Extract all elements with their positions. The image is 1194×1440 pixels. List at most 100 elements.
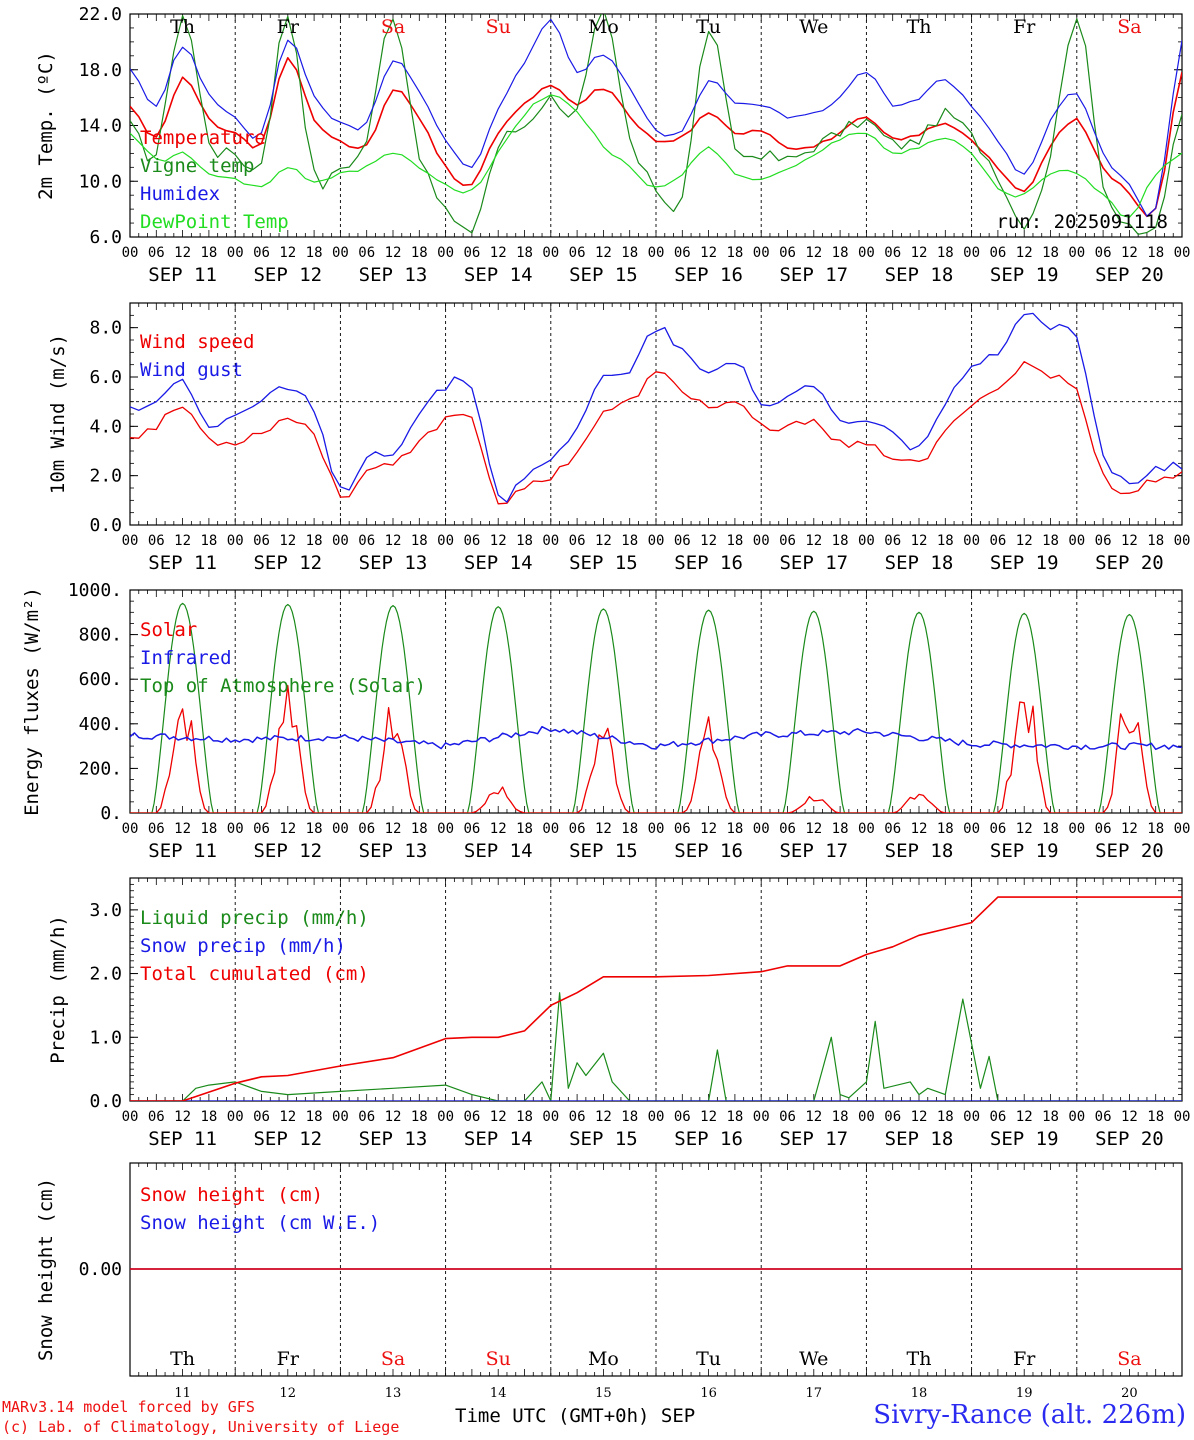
snow-weekday-label: Su xyxy=(486,1348,511,1370)
panel-4-hour-label: 00 xyxy=(753,1109,770,1125)
panel-3-hour-label: 00 xyxy=(858,821,875,837)
panel-1-hour-label: 18 xyxy=(832,245,849,261)
day-number-label: 17 xyxy=(806,1386,823,1401)
panel-3-date-label: SEP 16 xyxy=(674,840,743,862)
panel-4-legend-entry: Total cumulated (cm) xyxy=(140,963,369,985)
panel-3-hour-label: 06 xyxy=(779,821,796,837)
panel-4-date-label: SEP 20 xyxy=(1095,1128,1164,1150)
snow-weekday-label: Sa xyxy=(381,1348,405,1370)
panel-1-legend-entry: DewPoint Temp xyxy=(140,211,289,233)
panel-2-hour-label: 18 xyxy=(832,533,849,549)
panel-3-y-tick-label: 1000. xyxy=(68,580,122,601)
panel-3-hour-label: 18 xyxy=(621,821,638,837)
panel-1-date-label: SEP 19 xyxy=(990,264,1059,286)
panel-1-hour-label: 00 xyxy=(753,245,770,261)
temp-weekday-label: Su xyxy=(486,16,511,38)
panel-4-date-label: SEP 18 xyxy=(885,1128,954,1150)
temp-weekday-label: Sa xyxy=(1117,16,1141,38)
panel-2-hour-label: 12 xyxy=(700,533,717,549)
panel-4-hour-label: 18 xyxy=(1147,1109,1164,1125)
panel-1-hour-label: 00 xyxy=(542,245,559,261)
lab-credit: (c) Lab. of Climatology, University of L… xyxy=(2,1418,400,1436)
panel-4-hour-label: 06 xyxy=(253,1109,270,1125)
panel-5-y-tick-label: 0.00 xyxy=(79,1259,122,1280)
panel-2-y-tick-label: 6.0 xyxy=(89,367,122,388)
panel-2-hour-label: 18 xyxy=(306,533,323,549)
time-axis-label: Time UTC (GMT+0h) SEP xyxy=(455,1405,696,1427)
panel-1-date-label: SEP 18 xyxy=(885,264,954,286)
snow-weekday-label: Th xyxy=(170,1348,195,1370)
panel-4-date-label: SEP 15 xyxy=(569,1128,638,1150)
panel-4-hour-label: 18 xyxy=(832,1109,849,1125)
panel-3-date-label: SEP 19 xyxy=(990,840,1059,862)
panel-4-hour-label: 06 xyxy=(1095,1109,1112,1125)
panel-3-hour-label: 06 xyxy=(358,821,375,837)
panel-2-hour-label: 00 xyxy=(542,533,559,549)
panel-2-hour-label: 18 xyxy=(411,533,428,549)
panel-3-date-label: SEP 15 xyxy=(569,840,638,862)
panel-3-hour-label: 00 xyxy=(542,821,559,837)
temp-weekday-label: We xyxy=(799,16,828,38)
panel-1-date-label: SEP 12 xyxy=(253,264,322,286)
panel-3-hour-label: 12 xyxy=(1121,821,1138,837)
panel-2-hour-label: 18 xyxy=(1147,533,1164,549)
panel-3-hour-label: 06 xyxy=(1095,821,1112,837)
day-number-label: 13 xyxy=(385,1386,402,1401)
panel-3-hour-label: 18 xyxy=(411,821,428,837)
panel-1-hour-label: 12 xyxy=(805,245,822,261)
panel-1-y-tick-label: 10.0 xyxy=(79,171,122,192)
panel-2-y-tick-label: 2.0 xyxy=(89,466,122,487)
panel-4-hour-label: 06 xyxy=(989,1109,1006,1125)
temp-weekday-label: Sa xyxy=(381,16,405,38)
panel-3-hour-label: 12 xyxy=(1016,821,1033,837)
panel-3-hour-label: 06 xyxy=(569,821,586,837)
panel-4-hour-label: 00 xyxy=(963,1109,980,1125)
panel-3-hour-label: 00 xyxy=(753,821,770,837)
panel-4-hour-label: 00 xyxy=(122,1109,139,1125)
panel-4-hour-label: 12 xyxy=(385,1109,402,1125)
snow-weekday-label: Sa xyxy=(1117,1348,1141,1370)
temp-weekday-label: Th xyxy=(907,16,932,38)
panel-4-y-tick-label: 3.0 xyxy=(89,900,122,921)
panel-1-hour-label: 18 xyxy=(200,245,217,261)
panel-1-hour-label: 18 xyxy=(937,245,954,261)
panel-2-hour-label: 00 xyxy=(1068,533,1085,549)
panel-1-hour-label: 06 xyxy=(569,245,586,261)
panel-2-hour-label: 00 xyxy=(963,533,980,549)
panel-3-hour-label: 18 xyxy=(937,821,954,837)
panel-3-date-label: SEP 11 xyxy=(148,840,217,862)
panel-2-date-label: SEP 14 xyxy=(464,552,533,574)
panel-3-hour-label: 00 xyxy=(648,821,665,837)
day-number-label: 15 xyxy=(595,1386,612,1401)
panel-1-hour-label: 18 xyxy=(306,245,323,261)
panel-1-hour-label: 06 xyxy=(989,245,1006,261)
panel-1-hour-label: 06 xyxy=(674,245,691,261)
panel-3-hour-label: 12 xyxy=(385,821,402,837)
day-number-label: 19 xyxy=(1016,1386,1033,1401)
panel-4-hour-label: 12 xyxy=(595,1109,612,1125)
wind-series-line xyxy=(130,361,1182,505)
panel-4-hour-label: 12 xyxy=(174,1109,191,1125)
precip-series-line xyxy=(130,896,1182,1101)
panel-4-hour-label: 18 xyxy=(726,1109,743,1125)
panel-3-hour-label: 12 xyxy=(174,821,191,837)
panel-3-hour-label: 12 xyxy=(805,821,822,837)
panel-3-hour-label: 12 xyxy=(595,821,612,837)
panel-3-date-label: SEP 14 xyxy=(464,840,533,862)
day-number-label: 18 xyxy=(911,1386,928,1401)
panel-1-hour-label: 06 xyxy=(253,245,270,261)
panel-4-date-label: SEP 13 xyxy=(359,1128,428,1150)
panel-2-hour-label: 12 xyxy=(595,533,612,549)
snow-weekday-label: Tu xyxy=(696,1348,721,1370)
day-number-label: 20 xyxy=(1121,1386,1138,1401)
panel-3-date-label: SEP 20 xyxy=(1095,840,1164,862)
day-number-label: 14 xyxy=(490,1386,507,1401)
panel-4-hour-label: 18 xyxy=(621,1109,638,1125)
panel-1-date-label: SEP 14 xyxy=(464,264,533,286)
panel-1-hour-label: 00 xyxy=(963,245,980,261)
panel-4-y-tick-label: 1.0 xyxy=(89,1027,122,1048)
panel-2-hour-label: 06 xyxy=(1095,533,1112,549)
panel-2-date-label: SEP 11 xyxy=(148,552,217,574)
panel-5-legend-entry: Snow height (cm) xyxy=(140,1184,323,1206)
panel-2-hour-label: 06 xyxy=(463,533,480,549)
